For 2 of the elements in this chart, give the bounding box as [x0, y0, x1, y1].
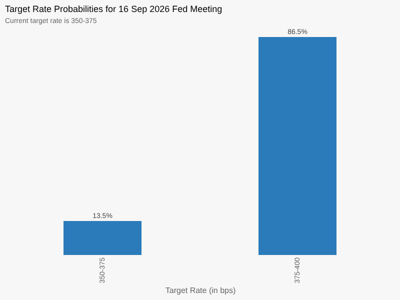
chart-title: Target Rate Probabilities for 16 Sep 2026 Fed Meeting — [5, 4, 222, 14]
x-axis-title: Target Rate (in bps) — [165, 286, 236, 296]
